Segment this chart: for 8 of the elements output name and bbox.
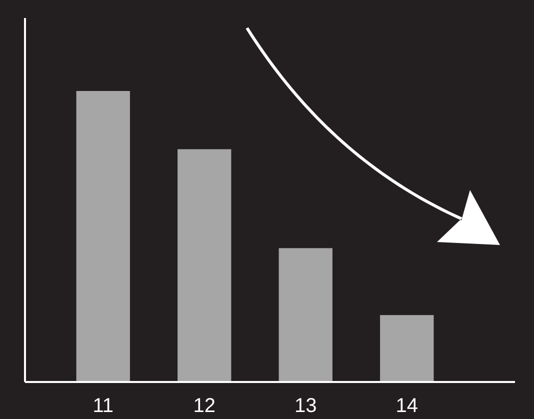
- bar: [76, 91, 130, 382]
- x-tick-label: 12: [193, 395, 216, 417]
- bar: [278, 248, 332, 382]
- x-tick-label: 13: [294, 395, 317, 417]
- x-tick-label: 11: [92, 395, 114, 417]
- bar: [380, 315, 434, 382]
- bar: [178, 149, 232, 382]
- x-tick-label: 14: [396, 395, 418, 417]
